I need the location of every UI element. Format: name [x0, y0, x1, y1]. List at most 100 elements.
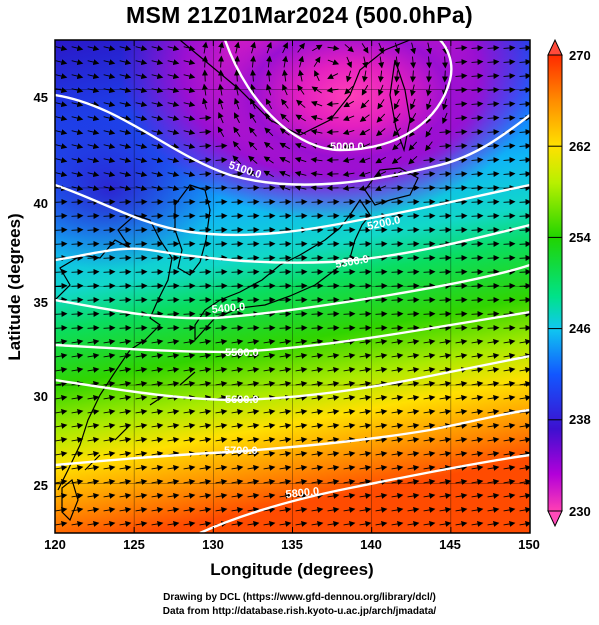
wind-vector [343, 268, 356, 275]
wind-vector [103, 506, 116, 513]
wind-vector [247, 422, 260, 429]
wind-vector [135, 115, 148, 122]
wind-vector [519, 170, 530, 177]
wind-vector [71, 492, 84, 499]
wind-vector [167, 464, 180, 471]
wind-vector [55, 506, 68, 513]
wind-vector [167, 436, 180, 443]
wind-vector [87, 520, 100, 527]
wind-vector [279, 157, 291, 163]
wind-vector [327, 380, 340, 387]
wind-vector [487, 464, 500, 471]
wind-vector [71, 338, 84, 345]
wind-vector [375, 366, 388, 373]
wind-vector [119, 226, 132, 233]
wind-vector [265, 69, 272, 82]
wind-vector [151, 380, 164, 387]
wind-vector [503, 422, 516, 429]
wind-vector [247, 324, 260, 331]
wind-vector [199, 408, 212, 415]
wind-vector [135, 506, 148, 513]
wind-vector [266, 41, 272, 54]
wind-vector [425, 70, 432, 83]
wind-vector [247, 212, 260, 219]
y-axis: 25 30 35 40 45 [34, 90, 48, 493]
wind-vector [87, 450, 100, 457]
wind-vector [167, 73, 180, 80]
wind-vector [455, 464, 468, 471]
wind-vector [135, 450, 148, 457]
wind-vector [359, 366, 372, 373]
wind-vector [103, 422, 116, 429]
wind-vector [375, 296, 388, 303]
wind-vector [87, 366, 100, 373]
wind-vector [455, 184, 468, 191]
wind-vector [439, 450, 452, 457]
wind-vector [87, 73, 100, 80]
wind-vector [151, 171, 164, 178]
contour-label-5500: 5500.0 [225, 347, 259, 359]
wind-vector [279, 142, 290, 150]
wind-vector [359, 310, 372, 317]
wind-vector [487, 198, 500, 205]
wind-vector [391, 310, 404, 317]
wind-vector [263, 170, 274, 178]
wind-vector [151, 226, 164, 233]
wind-vector [87, 338, 100, 345]
wind-vector [407, 422, 420, 429]
wind-vector [327, 254, 340, 261]
wind-vector [519, 450, 530, 457]
wind-vector [87, 185, 100, 192]
wind-vector [407, 520, 420, 527]
wind-vector [231, 422, 244, 429]
wind-vector [391, 198, 404, 205]
wind-vector [439, 464, 452, 471]
wind-vector [247, 268, 260, 275]
wind-vector [326, 101, 339, 108]
wind-vector [87, 171, 100, 178]
wind-vector [407, 268, 420, 275]
wind-vector [359, 464, 372, 471]
wind-vector [310, 101, 323, 107]
wind-vector [103, 338, 116, 345]
wind-vector [342, 143, 355, 150]
wind-vector [439, 352, 452, 359]
wind-vector [183, 380, 196, 387]
wind-vector [471, 422, 484, 429]
wind-vector [503, 282, 516, 289]
wind-vector [167, 240, 180, 247]
wind-vector [248, 141, 258, 151]
wind-vector [455, 380, 468, 387]
wind-vector [167, 338, 180, 345]
y-tick-label: 40 [34, 196, 48, 211]
wind-vector [263, 324, 276, 331]
wind-vector [439, 520, 452, 527]
wind-vector [135, 240, 148, 247]
wind-vector [391, 268, 404, 275]
wind-vector [487, 394, 500, 401]
wind-vector [487, 366, 500, 373]
wind-vector [394, 56, 401, 69]
wind-vector [199, 268, 212, 275]
wind-vector [487, 114, 500, 121]
wind-vector [326, 129, 339, 136]
wind-vector [327, 422, 340, 429]
wind-vector [151, 87, 164, 94]
wind-vector [359, 506, 372, 513]
wind-vector [519, 520, 530, 527]
wind-vector [503, 436, 516, 443]
wind-vector [233, 83, 240, 96]
wind-vector [295, 296, 308, 303]
wind-vector [487, 184, 500, 191]
wind-vector [423, 422, 436, 429]
wind-vector [280, 113, 290, 123]
wind-vector [519, 464, 530, 471]
wind-vector [392, 127, 402, 137]
wind-vector [135, 352, 148, 359]
wind-vector [199, 212, 212, 219]
wind-vector [281, 98, 289, 109]
wind-vector [487, 436, 500, 443]
wind-vector [425, 84, 432, 97]
wind-vector [423, 464, 436, 471]
wind-vector [119, 87, 132, 94]
